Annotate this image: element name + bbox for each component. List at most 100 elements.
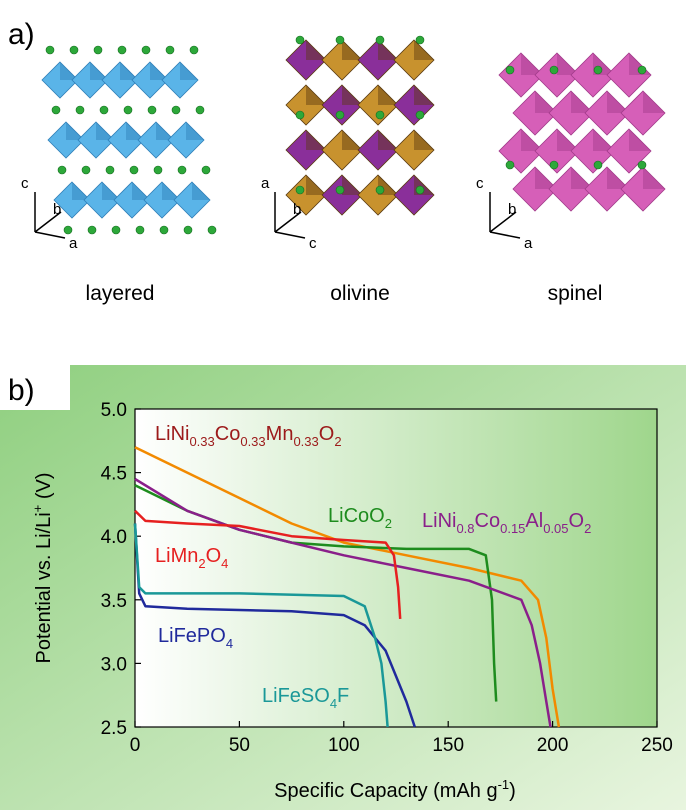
x-tick-label: 250 [641,735,673,756]
atom [336,111,344,119]
y-tick-label: 2.5 [101,718,127,739]
atom [64,226,72,234]
atom [336,36,344,44]
axis-letter: c [476,175,484,192]
atom [154,166,162,174]
atom [130,166,138,174]
panel-label: a) [8,18,35,51]
axis-letter: c [309,235,317,252]
structure-name: olivine [330,282,390,305]
atom [638,66,646,74]
axis-letter: b [293,201,301,218]
text-part: -1 [498,777,510,792]
atom [76,106,84,114]
x-tick-label: 50 [229,735,250,756]
axis-letter: a [261,175,270,192]
polyhedron-face [378,85,398,105]
text-part: 4 [226,636,233,651]
atom [166,46,174,54]
text-part: 2 [385,516,392,531]
text-part: O [319,423,335,445]
atom [594,161,602,169]
text-part: 2 [334,434,341,449]
atom [184,226,192,234]
text-part: 4 [330,696,337,711]
atom [506,66,514,74]
text-part: LiFeSO [262,685,330,707]
figure: a)cbalayeredabcolivinecbaspinel b)050100… [0,0,686,810]
atom [58,166,66,174]
structure-name: spinel [548,282,603,305]
atom [196,106,204,114]
axis-arrow [490,232,520,238]
panel-label: b) [8,374,35,407]
atom [100,106,108,114]
axis-arrow [35,232,65,238]
text-part: F [337,685,349,707]
atom [638,161,646,169]
atom [160,226,168,234]
atom [124,106,132,114]
atom [506,161,514,169]
atom [376,186,384,194]
axis-letter: a [524,235,533,252]
text-part: LiMn [155,545,198,567]
atom [550,66,558,74]
y-axis-title: Potential vs. Li/Li+ (V) [30,472,55,663]
y-tick-label: 5.0 [101,400,127,421]
structure-name: layered [86,282,155,305]
atom [82,166,90,174]
polyhedron-face [306,130,326,150]
y-tick-label: 3.0 [101,654,127,675]
polyhedron-face [414,130,434,150]
text-part: 0.8 [456,521,474,536]
polyhedron-face [414,85,434,105]
panel-a: a)cbalayeredabcolivinecbaspinel [8,18,665,305]
text-part: 4 [221,556,228,571]
text-part: Co [215,423,241,445]
y-tick-label: 4.5 [101,464,127,485]
text-part: 0.33 [240,434,265,449]
x-axis-title: Specific Capacity (mAh g-1) [274,777,516,802]
text-part: O [206,545,222,567]
polyhedron-face [192,182,210,200]
polyhedron-face [342,175,362,195]
text-part: (V) [33,472,55,504]
atom [594,66,602,74]
atom [190,46,198,54]
text-part: LiNi [422,510,456,532]
atom [416,186,424,194]
axis-letter: a [69,235,78,252]
atom [46,46,54,54]
text-part: Al [525,510,543,532]
atom [416,111,424,119]
polyhedron-face [342,130,362,150]
atom [336,186,344,194]
text-part: 0.33 [189,434,214,449]
atom [296,36,304,44]
atom [376,36,384,44]
text-part: LiNi [155,423,189,445]
atom [142,46,150,54]
atom [416,36,424,44]
text-part: Potential vs. Li/Li [33,512,55,663]
atom [376,111,384,119]
atom [52,106,60,114]
x-tick-label: 150 [432,735,464,756]
y-tick-label: 3.5 [101,591,127,612]
polyhedron-face [180,62,198,80]
text-part: 0.05 [543,521,568,536]
polyhedron-face [378,130,398,150]
x-tick-label: 100 [328,735,360,756]
axis-letter: b [53,201,61,218]
atom [112,226,120,234]
atom [106,166,114,174]
text-part: O [569,510,585,532]
polyhedron-face [306,40,326,60]
atom [550,161,558,169]
atom [70,46,78,54]
x-tick-label: 0 [130,735,141,756]
text-part: LiFePO [158,625,226,647]
polyhedron-face [306,85,326,105]
text-part: 2 [584,521,591,536]
